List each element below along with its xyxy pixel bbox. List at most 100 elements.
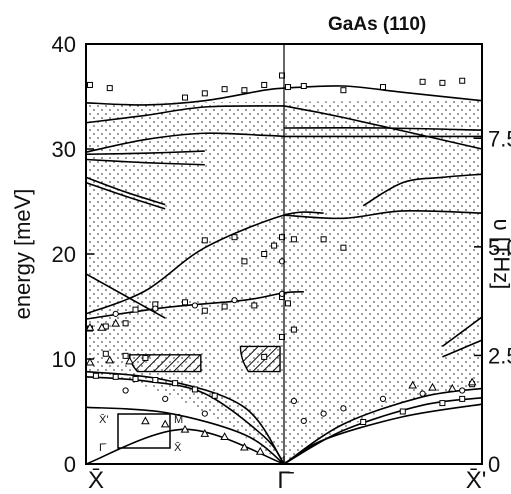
dispersion-curve — [362, 173, 483, 207]
brillouin-zone-inset: X̄' M̄ Γ̄ X̄ — [99, 413, 183, 454]
data-point-circle — [379, 395, 387, 402]
data-point-square — [221, 86, 228, 93]
data-point-circle — [290, 397, 297, 405]
data-point-square — [132, 306, 139, 313]
dispersion-curve — [85, 376, 285, 465]
data-point-triangle — [428, 382, 437, 391]
data-point-square — [191, 386, 198, 393]
inset-label-gamma: Γ̄ — [99, 442, 107, 454]
data-point-square — [271, 242, 278, 249]
data-point-square — [284, 300, 291, 307]
dispersion-curve — [283, 85, 483, 102]
data-point-circle — [231, 297, 238, 304]
data-point-square — [132, 375, 139, 382]
data-point-triangle — [255, 446, 265, 455]
dispersion-curve — [283, 127, 483, 131]
axis-ticks: 0 10 20 30 40 0 2.5 5.0 7.5 X̄ Γ̄ X̄' — [52, 32, 511, 494]
hatched-region — [239, 345, 281, 373]
data-point-square — [290, 236, 297, 243]
data-point-circle — [278, 258, 286, 265]
data-point-circle — [112, 310, 119, 317]
dispersion-curve — [441, 316, 483, 348]
data-point-square — [122, 352, 129, 359]
y-axis-label: energy [meV] — [10, 189, 35, 320]
y-tick-label: 40 — [52, 32, 76, 57]
data-point-square — [201, 237, 208, 244]
data-point-square — [261, 353, 268, 360]
x-tick-label: X̄' — [466, 467, 487, 494]
data-point-square — [284, 84, 291, 91]
dispersion-curve — [283, 105, 483, 150]
data-point-triangle — [97, 322, 107, 331]
data-point-square — [142, 354, 149, 361]
data-point-square — [360, 419, 367, 425]
data-point-square — [380, 84, 386, 91]
data-point-square — [106, 85, 113, 92]
data-point-square — [459, 395, 466, 402]
data-point-square — [320, 236, 327, 243]
data-point-triangle — [105, 355, 115, 364]
right-tick-label: 7.5 — [488, 126, 511, 151]
data-point-triangle — [200, 429, 210, 437]
chart-title: GaAs (110) — [328, 14, 426, 35]
data-points — [85, 72, 477, 455]
data-point-square — [152, 377, 159, 383]
x-tick-label: Γ̄ — [277, 467, 294, 494]
data-point-triangle — [85, 322, 95, 331]
data-point-square — [419, 78, 426, 85]
data-point-square — [201, 307, 208, 314]
data-point-triangle — [447, 383, 457, 392]
inset-label-m: M̄ — [174, 413, 183, 426]
data-point-circle — [152, 305, 159, 312]
x-tick-label: X̄ — [88, 467, 104, 494]
dispersion-curve — [85, 132, 285, 153]
right-tick-label: 5.0 — [488, 235, 511, 260]
dispersion-curve — [283, 209, 483, 220]
right-axis-label: υ [THz] — [489, 219, 511, 290]
data-point-square — [241, 87, 248, 94]
inset-label-xprime: X̄' — [99, 413, 108, 426]
hatched-region — [128, 354, 202, 373]
data-point-triangle — [141, 416, 150, 425]
data-point-triangle — [125, 356, 134, 365]
data-point-square — [231, 234, 238, 241]
dispersion-curve — [283, 397, 483, 465]
dispersion-curve — [85, 158, 205, 166]
data-point-square — [439, 400, 446, 407]
data-point-triangle — [160, 419, 170, 428]
dispersion-curve — [85, 273, 166, 319]
data-point-triangle — [467, 377, 477, 386]
data-point-triangle — [408, 380, 418, 389]
data-point-square — [122, 320, 129, 327]
data-point-circle — [278, 290, 286, 297]
data-point-square — [182, 94, 188, 101]
data-point-square — [182, 299, 188, 306]
inset-label-x: X̄ — [174, 441, 182, 454]
data-point-square — [221, 303, 228, 310]
data-point-square — [211, 392, 218, 399]
dispersion-curve — [85, 370, 285, 465]
data-point-square — [112, 373, 119, 380]
data-point-circle — [459, 387, 466, 394]
data-point-circle — [191, 302, 198, 309]
data-point-square — [102, 350, 109, 357]
dispersion-curve — [85, 176, 166, 206]
data-point-square — [300, 83, 307, 89]
y-tick-label: 10 — [52, 347, 76, 372]
dispersion-curve — [85, 181, 166, 210]
data-point-square — [86, 81, 93, 88]
data-point-square — [201, 90, 208, 97]
dispersion-curve — [442, 339, 483, 358]
data-point-circle — [300, 417, 307, 425]
y-tick-label: 0 — [64, 452, 76, 477]
data-point-square — [251, 302, 258, 309]
data-point-triangle — [240, 442, 249, 451]
right-tick-label: 2.5 — [488, 343, 511, 368]
y-tick-label: 20 — [52, 242, 76, 267]
data-point-square — [241, 258, 248, 265]
data-point-circle — [320, 410, 327, 417]
data-point-square — [340, 87, 347, 94]
data-point-circle — [122, 387, 129, 394]
data-point-square — [459, 77, 466, 84]
data-point-triangle — [85, 357, 95, 366]
